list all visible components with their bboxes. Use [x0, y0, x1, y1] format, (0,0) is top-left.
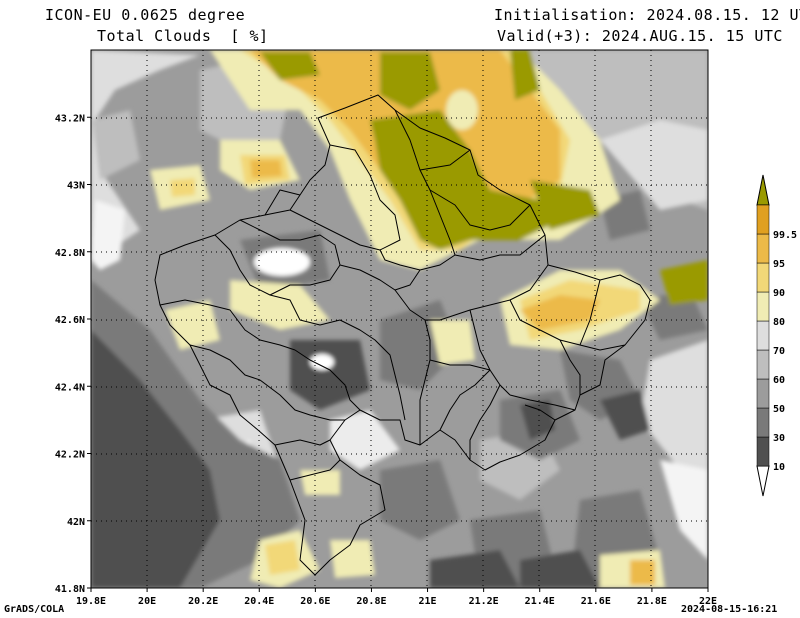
lon-tick-label: 19.8E [76, 596, 106, 607]
lon-tick-label: 21.8E [637, 596, 667, 607]
lon-tick-label: 20.8E [356, 596, 386, 607]
colorbar-segment [756, 204, 770, 235]
colorbar-segment [756, 378, 770, 409]
colorbar-label: 10 [773, 462, 785, 473]
lat-tick-label: 43.2N [55, 113, 85, 124]
colorbar-segment [756, 233, 770, 264]
colorbar: 10 30 50 60 70 80 90 95 99.5 [756, 174, 797, 497]
valid-time: Valid(+3): 2024.AUG.15. 15 UTC [497, 27, 783, 45]
colorbar-label: 60 [773, 375, 785, 386]
borders [154, 94, 651, 576]
latitude-labels: 41.8N 42N 42.2N 42.4N 42.6N 42.8N 43N 43.2N [55, 113, 85, 595]
lon-tick-label: 20E [138, 596, 156, 607]
lon-tick-label: 21.4E [525, 596, 555, 607]
longitude-labels: 19.8E 20E 20.2E 20.4E 20.6E 20.8E 21E 21.2E 21.4… [76, 596, 717, 607]
colorbar-max-triangle [756, 174, 770, 206]
colorbar-label: 80 [773, 317, 785, 328]
colorbar-label: 90 [773, 288, 785, 299]
colorbar-label: 99.5 [773, 230, 797, 241]
lon-tick-label: 20.6E [300, 596, 330, 607]
variable-title: Total Clouds [ %] [97, 27, 269, 45]
lon-tick-label: 21.6E [581, 596, 611, 607]
colorbar-segment [756, 262, 770, 293]
grads-credit: GrADS/COLA [4, 604, 65, 615]
lat-tick-label: 42N [67, 517, 85, 528]
lon-tick-label: 21.2E [469, 596, 499, 607]
colorbar-label: 95 [773, 259, 785, 270]
colorbar-segment [756, 407, 770, 438]
cloud-field [91, 50, 708, 588]
colorbar-segment [756, 349, 770, 380]
lat-tick-label: 42.8N [55, 248, 85, 259]
lat-tick-label: 42.4N [55, 382, 85, 393]
colorbar-label: 70 [773, 346, 785, 357]
initialisation-time: Initialisation: 2024.08.15. 12 UTC [494, 6, 800, 24]
axis-ticks [87, 116, 709, 592]
lon-tick-label: 20.2E [188, 596, 218, 607]
render-timestamp: 2024-08-15-16:21 [681, 604, 778, 615]
colorbar-label: 50 [773, 404, 785, 415]
lon-tick-label: 22E [699, 596, 717, 607]
lon-tick-label: 20.4E [244, 596, 274, 607]
colorbar-segment [756, 320, 770, 351]
lon-tick-label: 21E [419, 596, 437, 607]
model-title: ICON-EU 0.0625 degree [45, 6, 246, 24]
colorbar-segment [756, 291, 770, 322]
colorbar-min-triangle [756, 465, 770, 497]
colorbar-segment [756, 436, 770, 467]
colorbar-label: 30 [773, 433, 785, 444]
lat-tick-label: 43N [67, 181, 85, 192]
lat-tick-label: 42.2N [55, 450, 85, 461]
lat-tick-label: 42.6N [55, 315, 85, 326]
lat-tick-label: 41.8N [55, 584, 85, 595]
